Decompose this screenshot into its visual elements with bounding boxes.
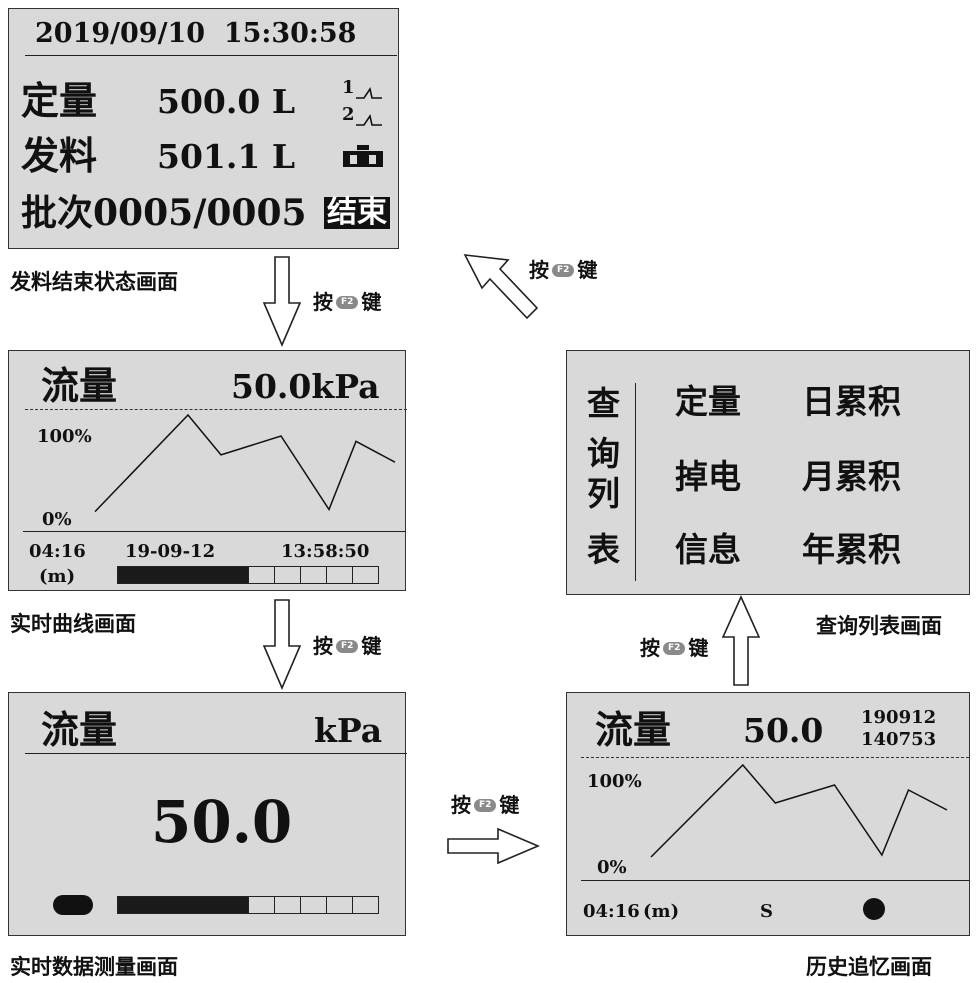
y-min-label: 0%	[42, 509, 72, 530]
arrow-up-icon	[721, 595, 761, 686]
arrow-down-icon	[262, 599, 302, 691]
y-min-label: 0%	[597, 857, 627, 878]
realtime-data-screen: 流量 kPa 50.0	[8, 692, 407, 936]
trend-chart	[94, 413, 396, 513]
valve-1-icon	[356, 86, 382, 99]
side-label-2: 询	[587, 434, 620, 473]
valve-2-label: 2	[342, 104, 355, 125]
pump-icon	[343, 145, 383, 167]
dispense-value: 501.1 L	[157, 137, 296, 176]
menu-item-yearly-total[interactable]: 年累积	[802, 530, 901, 569]
history-title: 流量	[595, 707, 672, 752]
trend-chart	[650, 763, 948, 858]
arrow-up-left-icon	[463, 254, 539, 320]
data-title: 流量	[41, 707, 118, 752]
side-label-4: 表	[587, 530, 620, 569]
history-date: 190912	[861, 707, 937, 728]
unit-text: (m)	[39, 566, 76, 587]
progress-bar	[117, 896, 379, 914]
f2-key-icon: F2	[663, 641, 686, 655]
status-indicator	[53, 895, 93, 915]
f2-key-hint: 按 F2 键	[313, 290, 382, 314]
trend-line	[650, 763, 948, 858]
query-list-screen: 查 询 列 表 定量 日累积 掉电 月累积 信息 年累积	[566, 350, 970, 595]
realtime-curve-caption: 实时曲线画面	[10, 611, 136, 636]
data-unit: kPa	[314, 711, 383, 750]
f2-key-hint: 按 F2 键	[313, 634, 382, 658]
menu-item-info[interactable]: 信息	[675, 530, 741, 569]
end-state-caption: 发料结束状态画面	[10, 269, 178, 294]
curve-title: 流量	[41, 363, 118, 408]
status-badge: 结束	[324, 197, 390, 229]
f2-key-icon: F2	[336, 295, 359, 309]
f2-key-hint: 按 F2 键	[640, 636, 709, 660]
history-time: 140753	[861, 729, 937, 750]
f2-key-icon: F2	[552, 263, 575, 277]
query-list-caption: 查询列表画面	[816, 613, 942, 638]
f2-key-icon: F2	[336, 639, 359, 653]
record-indicator	[863, 898, 885, 920]
menu-item-quota[interactable]: 定量	[675, 382, 741, 421]
time-span-text: 04:16	[29, 541, 86, 562]
side-label-1: 查	[587, 384, 620, 423]
realtime-curve-screen: 流量 50.0kPa 100% 0% 04:16 19-09-12 13:58:…	[8, 350, 407, 591]
big-value: 50.0	[151, 788, 293, 856]
side-label-3: 列	[587, 474, 620, 513]
end-state-screen: 2019/09/10 15:30:58 定量 500.0 L 1 2 发料 50…	[8, 8, 399, 249]
menu-item-monthly-total[interactable]: 月累积	[802, 457, 901, 496]
menu-item-power-off[interactable]: 掉电	[675, 457, 741, 496]
arrow-down-icon	[262, 256, 302, 348]
datetime-text: 2019/09/10 15:30:58	[35, 18, 357, 49]
dispense-label: 发料	[21, 133, 98, 178]
arrow-right-icon	[447, 827, 541, 865]
f2-key-icon: F2	[474, 798, 497, 812]
quota-value: 500.0 L	[157, 82, 296, 121]
unit-text: (m)	[643, 901, 680, 922]
f2-key-hint: 按 F2 键	[529, 258, 598, 282]
y-max-label: 100%	[37, 426, 92, 447]
realtime-data-caption: 实时数据测量画面	[10, 954, 178, 979]
time-text: 13:58:50	[281, 541, 370, 562]
history-value: 50.0	[743, 711, 824, 750]
batch-text: 批次0005/0005	[21, 192, 307, 234]
quota-label: 定量	[21, 78, 98, 123]
f2-key-hint: 按 F2 键	[451, 793, 520, 817]
valve-2-icon	[356, 113, 382, 126]
curve-value: 50.0kPa	[231, 367, 380, 406]
y-max-label: 100%	[587, 771, 642, 792]
menu-item-daily-total[interactable]: 日累积	[802, 382, 901, 421]
progress-bar	[117, 566, 379, 584]
date-text: 19-09-12	[125, 541, 216, 562]
valve-1-label: 1	[342, 77, 355, 98]
history-caption: 历史追忆画面	[806, 954, 932, 979]
trend-line	[94, 413, 396, 513]
mode-text: S	[760, 901, 773, 922]
history-screen: 流量 50.0 190912 140753 100% 0% 04:16 (m) …	[566, 692, 970, 936]
time-span-text: 04:16	[583, 901, 640, 922]
